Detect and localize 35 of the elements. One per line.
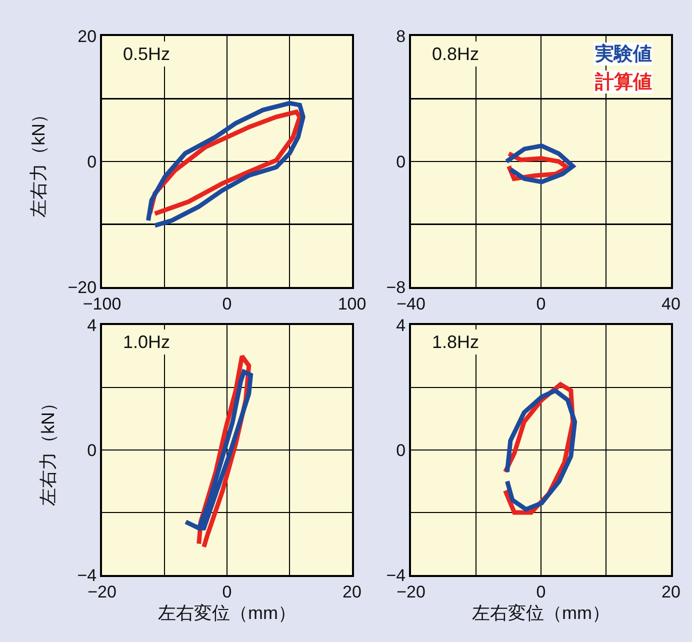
- text: 実験値: [594, 43, 652, 65]
- x-axis-title: 左右変位（mm）: [158, 603, 296, 623]
- x-tick-label: 100: [338, 294, 366, 314]
- x-tick-label: 0: [222, 582, 232, 602]
- x-tick-label: −40: [396, 294, 426, 314]
- y-tick-label: 4: [87, 316, 97, 335]
- annotation: 0.8Hz: [432, 44, 480, 64]
- y-tick-label: −4: [77, 566, 97, 585]
- y-tick-label: 8: [396, 26, 406, 46]
- y-tick-label: −4: [386, 566, 406, 585]
- x-tick-label: 40: [662, 294, 680, 314]
- x-tick-label: 20: [662, 582, 680, 602]
- y-tick-label: 20: [78, 26, 97, 46]
- y-tick-label: 0: [87, 440, 97, 460]
- line-series: [184, 370, 253, 530]
- y-axis-title: 左右力（kN）: [28, 106, 48, 218]
- y-tick-label: −20: [68, 278, 97, 297]
- x-tick-label: 0: [536, 294, 546, 314]
- y-tick-label: 0: [87, 152, 97, 172]
- x-tick-label: 0: [536, 582, 546, 602]
- x-tick-label: −100: [82, 294, 122, 314]
- annotation: 1.0Hz: [123, 332, 170, 352]
- annotation: 1.8Hz: [432, 332, 480, 352]
- x-tick-label: 0: [222, 294, 232, 314]
- y-tick-label: 0: [396, 440, 406, 460]
- x-tick-label: 20: [342, 582, 362, 602]
- line-series: [504, 144, 576, 184]
- x-axis-title: 左右変位（mm）: [472, 603, 610, 623]
- y-axis-title: 左右力（kN）: [38, 394, 58, 506]
- annotation: 0.5Hz: [123, 44, 170, 64]
- y-tick-label: 0: [396, 152, 406, 172]
- line-series: [146, 100, 306, 228]
- y-tick-label: −8: [386, 278, 406, 297]
- y-tick-label: 4: [396, 316, 406, 335]
- text: 計算値: [594, 71, 652, 93]
